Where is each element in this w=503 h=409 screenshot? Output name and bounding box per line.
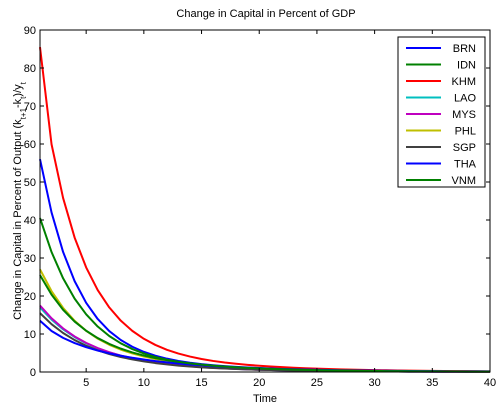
x-tick-label: 25	[311, 377, 323, 389]
y-axis-title-after: )/y	[12, 84, 24, 97]
y-tick-label: 60	[24, 139, 36, 151]
y-tick-label: 40	[24, 215, 36, 227]
legend-label-lao: LAO	[454, 93, 476, 105]
x-tick-label: 30	[368, 377, 380, 389]
legend-items: BRN IDN KHM LAO MYS PHL SGP THA VNM	[406, 43, 477, 187]
legend-label-sgp: SGP	[453, 142, 476, 154]
y-axis-title-main: Change in Capital in Percent of Output (…	[12, 119, 24, 320]
y-tick-label: 90	[24, 25, 36, 37]
x-tick-label: 5	[83, 377, 89, 389]
y-tick-label: 20	[24, 291, 36, 303]
x-tick-label: 20	[253, 377, 265, 389]
legend-box	[397, 36, 486, 188]
legend-label-khm: KHM	[452, 76, 476, 88]
y-axis-title-sub2: t	[19, 96, 28, 99]
y-tick-label: 10	[24, 329, 36, 341]
y-axis-title-mid: -k	[12, 98, 24, 108]
legend-label-tha: THA	[454, 159, 477, 171]
legend: BRN IDN KHM LAO MYS PHL SGP THA VNM	[397, 36, 486, 188]
y-tick-label: 30	[24, 253, 36, 265]
legend-label-vnm: VNM	[452, 175, 476, 187]
x-tick-label: 10	[138, 377, 150, 389]
x-tick-label: 15	[195, 377, 207, 389]
y-axis-title-sub1: t+1	[19, 107, 28, 119]
y-tick-label: 50	[24, 177, 36, 189]
y-axis-title: Change in Capital in Percent of Output (…	[12, 81, 28, 320]
y-axis-ticks: 0 10 20 30 40 50 60 70 80 90	[24, 25, 490, 379]
chart-title: Change in Capital in Percent of GDP	[176, 8, 355, 20]
x-tick-label: 35	[426, 377, 438, 389]
series-line-vnm	[39, 274, 491, 373]
x-axis-title: Time	[253, 393, 277, 405]
x-tick-label: 40	[484, 377, 496, 389]
y-tick-label: 70	[24, 101, 36, 113]
legend-label-brn: BRN	[453, 43, 476, 55]
plot-frame	[39, 29, 491, 373]
x-axis-ticks: 5 10 15 20 25 30 35 40	[83, 30, 496, 389]
y-tick-label: 0	[30, 367, 36, 379]
y-axis-title-sub3: t	[19, 81, 28, 84]
y-tick-label: 80	[24, 63, 36, 75]
legend-label-idn: IDN	[457, 60, 476, 72]
legend-label-phl: PHL	[455, 126, 476, 138]
legend-label-mys: MYS	[452, 109, 476, 121]
